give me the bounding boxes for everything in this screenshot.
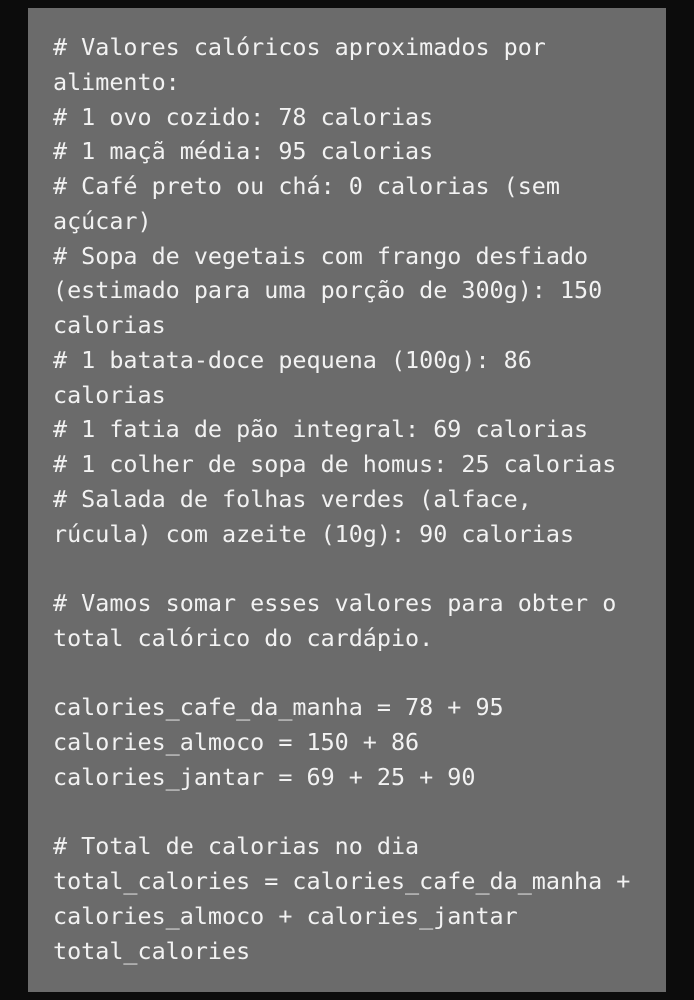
code-line: (estimado para uma porção de 300g): 150 [53,276,603,305]
code-line: # Total de calorias no dia [53,832,420,861]
code-content: # Valores calóricos aproximados por alime… [53,30,630,968]
code-line: # Sopa de vegetais com frango desfiado [53,241,589,270]
code-line: calories_cafe_da_manha = 78 + 95 [53,693,504,722]
code-line: # 1 colher de sopa de homus: 25 calorias [53,450,617,478]
code-line [53,551,630,586]
code-line: calories_almoco + calories_jantar [53,901,518,930]
code-line: total_calories = calories_cafe_da_manha … [53,867,631,895]
code-line [53,795,630,830]
code-line: # 1 batata-doce pequena (100g): 86 [53,345,532,374]
code-line: total calórico do cardápio. [53,623,434,652]
code-line: # 1 fatia de pão integral: 69 calorias [53,415,589,444]
code-line [53,656,630,691]
code-line: calorias [53,380,166,409]
code-line: calories_almoco = 150 + 86 [53,728,420,756]
code-block: # Valores calóricos aproximados por alime… [28,8,666,992]
code-line: rúcula) com azeite (10g): 90 calorias [53,519,575,548]
code-line: alimento: [53,67,180,96]
code-line: # 1 ovo cozido: 78 calorias [53,102,434,131]
code-line: # Vamos somar esses valores para obter o [53,589,617,617]
code-line: calories_jantar = 69 + 25 + 90 [53,762,476,791]
code-line: total_calories [53,936,251,965]
code-line: açúcar) [53,206,152,235]
code-line: # 1 maçã média: 95 calorias [53,137,434,166]
code-line: # Café preto ou chá: 0 calorias (sem [53,172,560,200]
code-line: # Salada de folhas verdes (alface, [53,484,532,513]
code-line: calorias [53,311,166,339]
code-line: # Valores calóricos aproximados por [53,33,546,61]
